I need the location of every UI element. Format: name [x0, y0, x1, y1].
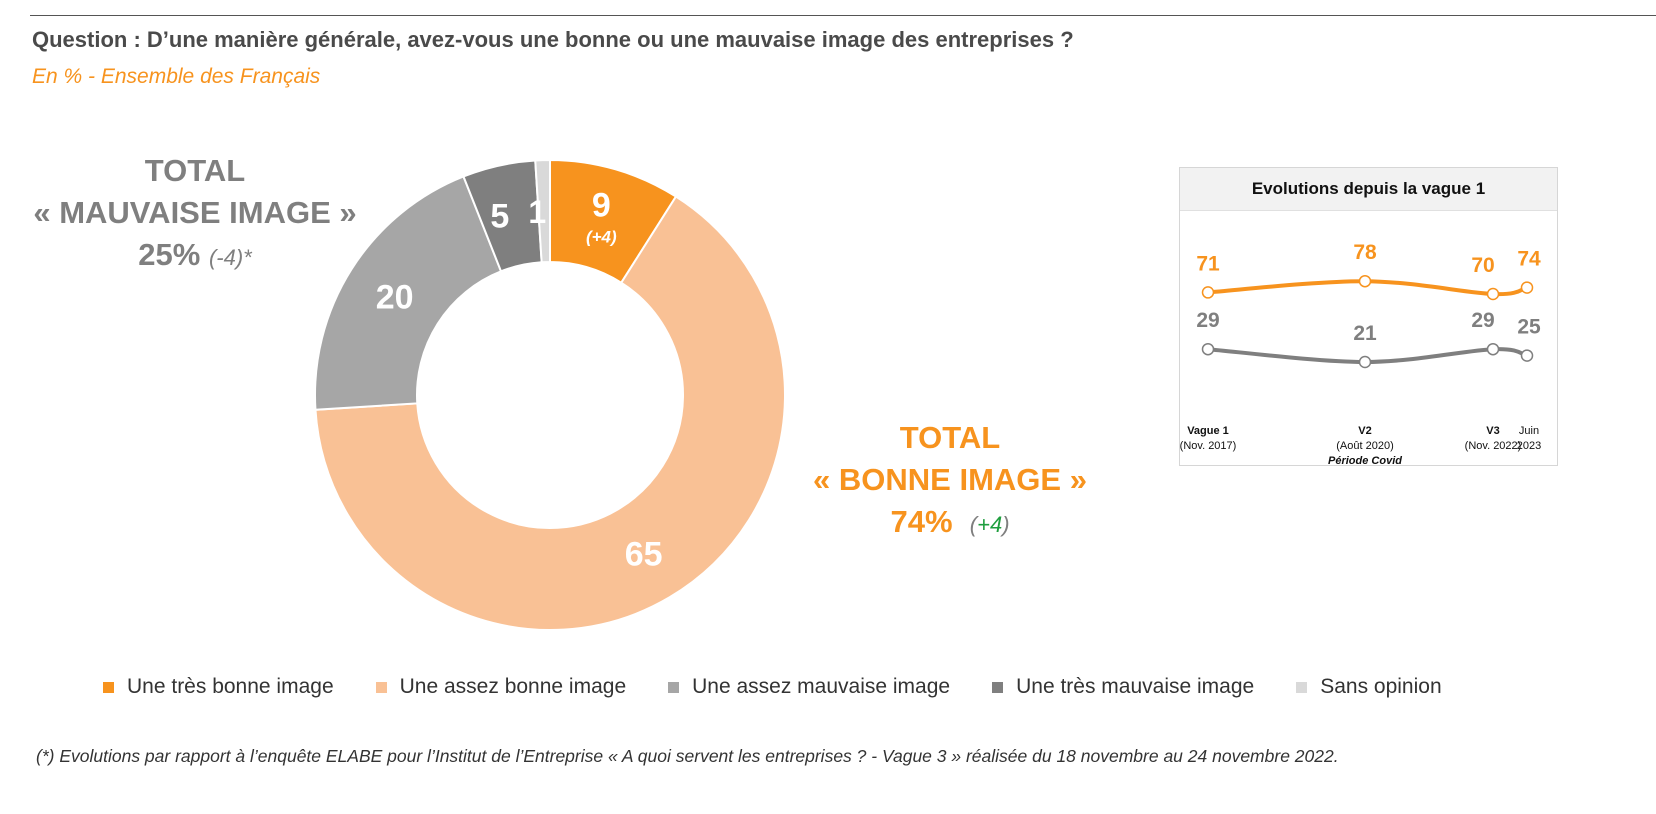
legend-item: Une assez bonne image — [375, 675, 627, 699]
footnote-suffix: » réalisée du 18 novembre au 24 novembre… — [946, 746, 1339, 766]
legend-item: Une assez mauvaise image — [668, 675, 950, 699]
series-line — [1207, 347, 1528, 365]
footnote-study: A quoi servent les entreprises ? - Vague… — [621, 746, 947, 766]
data-point — [1520, 281, 1534, 294]
donut-chart: 9 (+4) 65 20 5 1 — [314, 158, 786, 631]
x-tick-sublabel: (Nov. 2022) — [1465, 440, 1522, 452]
legend: Une très bonne image Une assez bonne ima… — [103, 675, 1484, 699]
legend-item: Une très bonne image — [103, 675, 334, 699]
total-bad-delta: (-4)* — [208, 245, 252, 270]
legend-swatch — [668, 681, 680, 693]
slice-value-label: 1 — [528, 194, 546, 230]
legend-item: Une très mauvaise image — [992, 675, 1254, 699]
question-subtitle: En % - Ensemble des Français — [32, 65, 321, 88]
total-bad-pct: 25% — [138, 237, 201, 272]
total-good-line2: « BONNE IMAGE » — [813, 462, 1087, 497]
legend-label: Une très mauvaise image — [1016, 675, 1255, 698]
data-point — [1358, 355, 1372, 369]
x-tick-sublabel: (Nov. 2017) — [1180, 440, 1237, 452]
question-title: Question : D’une manière générale, avez-… — [32, 27, 1074, 52]
legend-swatch — [1296, 681, 1308, 693]
total-good-line1: TOTAL — [899, 420, 1001, 455]
x-tick-label: Vague 1 — [1187, 425, 1229, 437]
x-tick-label: Juin — [1519, 425, 1539, 437]
x-tick-label: V3 — [1486, 425, 1499, 437]
series-line — [1207, 279, 1528, 297]
data-value-label: 25 — [1517, 316, 1541, 339]
footnote: (*) Evolutions par rapport à l’enquête E… — [36, 746, 1339, 767]
slice-value-label: 9 — [592, 186, 611, 224]
data-point — [1486, 342, 1500, 356]
data-value-label: 21 — [1353, 322, 1377, 345]
data-value-label: 29 — [1196, 309, 1219, 332]
slice-value-label: 65 — [625, 535, 663, 573]
footnote-prefix: (*) Evolutions par rapport à l’enquête E… — [36, 746, 622, 766]
top-rule — [30, 15, 1656, 16]
total-good-delta: +4 — [977, 512, 1003, 537]
data-value-label: 29 — [1471, 309, 1494, 332]
legend-label: Une assez mauvaise image — [692, 675, 951, 698]
x-tick-label: V2 — [1358, 425, 1371, 437]
slice-value-label: 20 — [376, 278, 414, 316]
legend-label: Une assez bonne image — [399, 675, 627, 698]
slice-value-label: 5 — [490, 197, 509, 235]
donut-slice — [534, 158, 551, 264]
data-point — [1201, 286, 1215, 299]
total-bad-line2: « MAUVAISE IMAGE » — [33, 195, 357, 230]
x-tick-note: Période Covid — [1328, 455, 1402, 467]
donut-slice — [314, 175, 503, 411]
legend-swatch — [375, 681, 387, 693]
x-tick-sublabel: 2023 — [1517, 440, 1541, 452]
data-value-label: 78 — [1353, 241, 1377, 264]
data-value-label: 74 — [1517, 248, 1541, 271]
data-point — [1520, 349, 1534, 362]
data-value-label: 70 — [1471, 254, 1494, 277]
data-value-label: 71 — [1196, 252, 1220, 275]
slice-delta-label: (+4) — [586, 227, 617, 246]
legend-swatch — [103, 681, 114, 693]
data-point — [1486, 287, 1500, 301]
total-good-delta-open: ( — [969, 512, 978, 537]
evolution-title: Evolutions depuis la vague 1 — [1180, 168, 1557, 211]
total-bad-line1: TOTAL — [144, 153, 246, 188]
data-point — [1201, 342, 1215, 356]
total-good-image: TOTAL « BONNE IMAGE » 74% (+4) — [800, 417, 1100, 546]
legend-swatch — [992, 681, 1004, 693]
evolution-line-chart: 71 78 70 74 29 21 29 25 Vague 1 (Nov. 2017) V2 (Aoû… — [1180, 241, 1542, 467]
total-good-pct: 74% — [890, 504, 953, 539]
data-point — [1358, 274, 1372, 288]
legend-label: Une très bonne image — [127, 675, 334, 698]
legend-item: Sans opinion — [1296, 675, 1442, 699]
total-good-delta-close: ) — [1002, 512, 1010, 537]
total-bad-image: TOTAL « MAUVAISE IMAGE » 25% (-4)* — [15, 150, 375, 279]
x-tick-sublabel: (Août 2020) — [1336, 440, 1393, 452]
donut-slice — [314, 195, 786, 631]
evolution-panel: Evolutions depuis la vague 1 71 78 70 74 29 2… — [1179, 167, 1558, 467]
legend-label: Sans opinion — [1320, 675, 1442, 698]
